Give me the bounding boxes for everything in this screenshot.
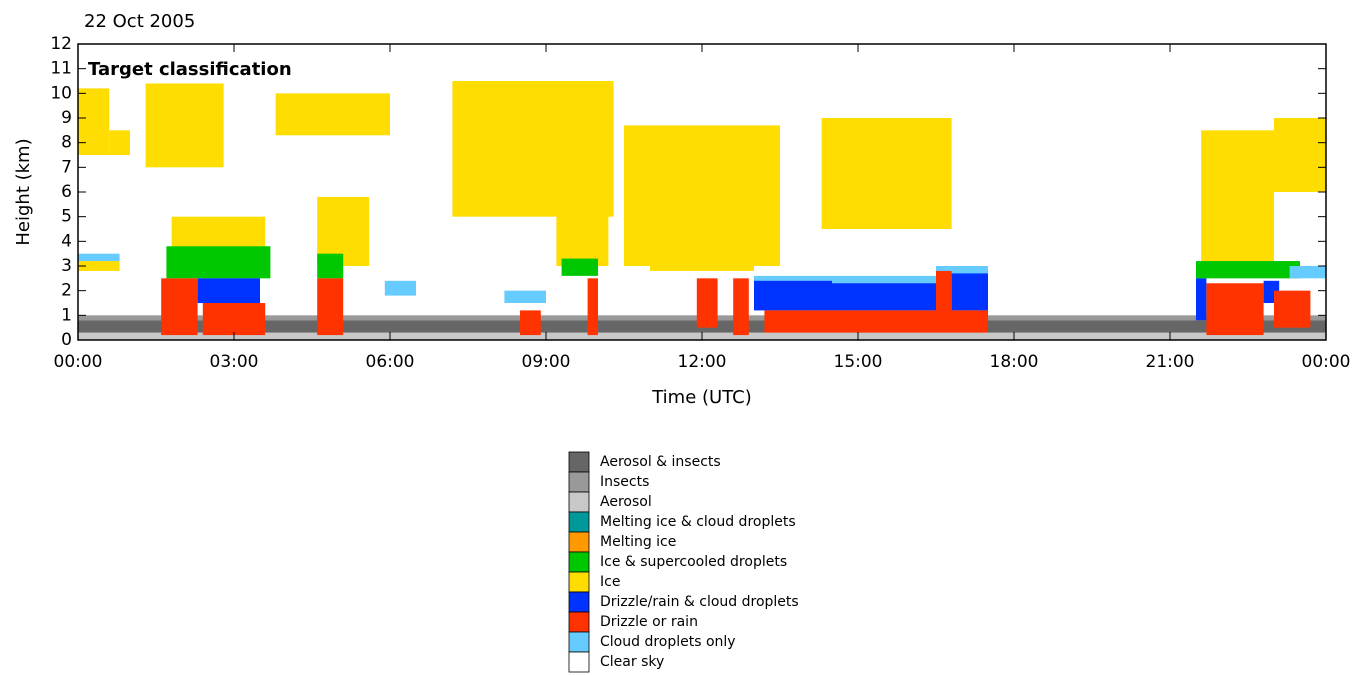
class-region	[317, 253, 344, 279]
legend-swatch	[568, 651, 590, 673]
class-region	[317, 278, 344, 336]
x-tick-label: 21:00	[1146, 352, 1195, 372]
x-tick-label: 09:00	[522, 352, 571, 372]
legend-label: Cloud droplets only	[600, 634, 736, 650]
legend-label: Drizzle/rain & cloud droplets	[600, 594, 799, 610]
legend-swatch	[568, 571, 590, 593]
class-region	[504, 290, 546, 303]
class-region	[936, 270, 952, 328]
legend-swatch	[568, 491, 590, 513]
plot-subtitle: Target classification	[88, 59, 292, 80]
class-region	[520, 310, 541, 336]
class-region	[384, 280, 416, 296]
legend-label: Clear sky	[600, 654, 664, 670]
legend-label: Melting ice	[600, 534, 676, 550]
class-region	[197, 278, 260, 303]
y-tick-label: 2	[61, 281, 72, 301]
y-tick-label: 12	[50, 34, 72, 54]
class-region	[1201, 130, 1274, 266]
class-region	[587, 278, 598, 336]
class-region	[161, 278, 198, 336]
legend-swatch	[568, 611, 590, 633]
class-region	[1289, 266, 1326, 279]
class-region	[832, 283, 936, 311]
class-region	[561, 258, 598, 276]
legend-label: Ice	[600, 574, 620, 590]
class-region	[764, 310, 988, 333]
class-region	[556, 192, 609, 266]
y-tick-label: 7	[61, 157, 72, 177]
y-tick-label: 8	[61, 133, 72, 153]
y-tick-label: 0	[61, 330, 72, 350]
y-tick-label: 6	[61, 182, 72, 202]
y-tick-label: 9	[61, 108, 72, 128]
class-region	[1274, 290, 1311, 328]
class-region	[754, 280, 832, 311]
class-region	[1274, 118, 1326, 192]
class-region	[936, 266, 988, 276]
legend-swatch	[568, 531, 590, 553]
class-region	[109, 130, 130, 155]
class-region	[1206, 283, 1264, 336]
x-tick-label: 15:00	[834, 352, 883, 372]
y-tick-label: 4	[61, 231, 72, 251]
x-tick-label: 12:00	[678, 352, 727, 372]
x-tick-label: 00:00	[54, 352, 103, 372]
y-tick-label: 1	[61, 305, 72, 325]
legend-label: Melting ice & cloud droplets	[600, 514, 796, 530]
legend-label: Ice & supercooled droplets	[600, 554, 787, 570]
class-region	[821, 118, 952, 229]
y-axis-label: Height (km)	[13, 138, 34, 245]
legend-swatch	[568, 471, 590, 493]
y-tick-label: 5	[61, 207, 72, 227]
class-region	[78, 253, 120, 262]
x-axis-label: Time (UTC)	[651, 387, 752, 408]
class-region	[650, 192, 754, 271]
legend-swatch	[568, 631, 590, 653]
class-region	[166, 246, 271, 279]
class-region	[202, 303, 266, 336]
y-tick-label: 10	[50, 83, 72, 103]
class-region	[275, 93, 390, 136]
x-tick-label: 06:00	[366, 352, 415, 372]
legend-swatch	[568, 511, 590, 533]
class-region	[1196, 278, 1207, 321]
class-region	[78, 88, 110, 155]
legend-swatch	[568, 551, 590, 573]
class-region	[696, 278, 718, 328]
chart-title: 22 Oct 2005	[84, 11, 195, 32]
x-tick-label: 03:00	[210, 352, 259, 372]
legend-swatch	[568, 451, 590, 473]
x-tick-label: 18:00	[990, 352, 1039, 372]
legend-label: Drizzle or rain	[600, 614, 698, 630]
legend-label: Aerosol	[600, 494, 652, 510]
y-tick-label: 11	[50, 59, 72, 79]
class-region	[951, 273, 988, 311]
class-region	[145, 83, 224, 168]
class-region	[78, 261, 120, 271]
plot-data	[78, 81, 1326, 340]
legend-swatch	[568, 591, 590, 613]
x-tick-label: 00:00	[1302, 352, 1351, 372]
class-region	[1196, 261, 1300, 279]
y-tick-label: 3	[61, 256, 72, 276]
legend-label: Insects	[600, 474, 649, 490]
legend-label: Aerosol & insects	[600, 454, 721, 470]
class-region	[733, 278, 749, 336]
